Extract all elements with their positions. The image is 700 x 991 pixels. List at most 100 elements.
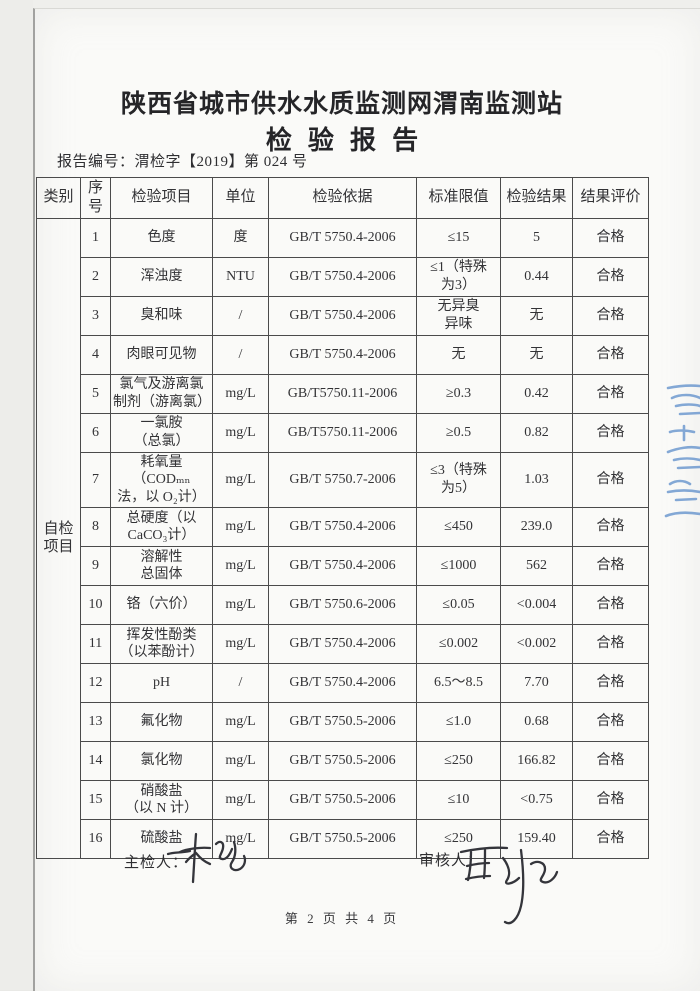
- item-cell: 挥发性酚类 （以苯酚计）: [110, 624, 213, 664]
- header-serial: 序 号: [80, 177, 111, 219]
- limit-cell: ≥0.3: [416, 373, 501, 414]
- result-cell: 562: [500, 546, 573, 586]
- unit-cell: 度: [212, 217, 269, 258]
- table-row: 14 氯化物 mg/L GB/T 5750.5-2006 ≤250 166.82…: [37, 741, 649, 781]
- result-cell: 166.82: [500, 741, 573, 781]
- category-cell: 自检 项目: [36, 217, 81, 859]
- result-cell: 0.42: [500, 373, 573, 414]
- table-row: 13 氟化物 mg/L GB/T 5750.5-2006 ≤1.0 0.68 合…: [37, 702, 649, 742]
- item-cell: 溶解性 总固体: [110, 546, 213, 586]
- result-cell: 0.68: [500, 702, 573, 742]
- evaluation-cell: 合格: [572, 256, 649, 297]
- limit-cell: ≤15: [416, 217, 501, 258]
- evaluation-cell: 合格: [572, 741, 649, 781]
- serial-cell: 8: [80, 507, 111, 547]
- result-cell: 239.0: [500, 507, 573, 547]
- result-cell: 5: [500, 217, 573, 258]
- report-subtitle: 检验报告: [265, 126, 435, 155]
- item-cell: pH: [110, 663, 213, 703]
- inspection-results-table: 类别 序 号 检验项目 单位 检验依据 标准限值 检验结果 结果评价 自检 项目…: [36, 177, 649, 859]
- table-row: 8 总硬度（以 CaCO₃计） mg/L GB/T 5750.4-2006 ≤4…: [37, 507, 649, 547]
- evaluation-cell: 合格: [572, 624, 649, 664]
- unit-cell: mg/L: [212, 741, 269, 781]
- limit-cell: ≤10: [416, 780, 501, 820]
- limit-cell: ≤0.002: [416, 624, 501, 664]
- table-row: 9 溶解性 总固体 mg/L GB/T 5750.4-2006 ≤1000 56…: [37, 546, 649, 586]
- result-cell: <0.004: [500, 585, 573, 625]
- basis-cell: GB/T 5750.4-2006: [268, 334, 417, 375]
- item-cell: 硝酸盐 （以 N 计）: [110, 780, 213, 820]
- basis-cell: GB/T 5750.6-2006: [268, 585, 417, 625]
- result-cell: <0.75: [500, 780, 573, 820]
- scanner-edge-shadow: [0, 0, 33, 990]
- evaluation-cell: 合格: [572, 819, 649, 859]
- serial-cell: 5: [80, 373, 111, 414]
- item-cell: 耗氧量（CODₘₙ 法，以 O₂计）: [110, 451, 213, 508]
- result-cell: 0.82: [500, 412, 573, 453]
- item-cell: 氯气及游离氯 制剂（游离氯）: [110, 373, 213, 414]
- limit-cell: ≤250: [416, 741, 501, 781]
- header-basis: 检验依据: [268, 177, 417, 219]
- serial-cell: 3: [80, 295, 111, 336]
- limit-cell: ≤250: [416, 819, 501, 859]
- inspector-signature: [160, 828, 260, 888]
- result-cell: 无: [500, 295, 573, 336]
- serial-cell: 2: [80, 256, 111, 297]
- header-evaluation: 结果评价: [572, 177, 649, 219]
- unit-cell: mg/L: [212, 507, 269, 547]
- item-cell: 肉眼可见物: [110, 334, 213, 375]
- serial-cell: 6: [80, 412, 111, 453]
- unit-cell: NTU: [212, 256, 269, 297]
- basis-cell: GB/T 5750.4-2006: [268, 624, 417, 664]
- basis-cell: GB/T 5750.5-2006: [268, 702, 417, 742]
- unit-cell: mg/L: [212, 702, 269, 742]
- basis-cell: GB/T 5750.5-2006: [268, 780, 417, 820]
- evaluation-cell: 合格: [572, 412, 649, 453]
- unit-cell: /: [212, 295, 269, 336]
- unit-cell: mg/L: [212, 819, 269, 859]
- unit-cell: /: [212, 663, 269, 703]
- item-cell: 总硬度（以 CaCO₃计）: [110, 507, 213, 547]
- basis-cell: GB/T 5750.4-2006: [268, 295, 417, 336]
- item-cell: 氟化物: [110, 702, 213, 742]
- result-cell: 7.70: [500, 663, 573, 703]
- basis-cell: GB/T 5750.4-2006: [268, 663, 417, 703]
- unit-cell: mg/L: [212, 451, 269, 508]
- evaluation-cell: 合格: [572, 295, 649, 336]
- serial-cell: 4: [80, 334, 111, 375]
- item-cell: 浑浊度: [110, 256, 213, 297]
- unit-cell: mg/L: [212, 412, 269, 453]
- serial-cell: 9: [80, 546, 111, 586]
- reviewer-label: 审核人：: [419, 853, 484, 869]
- evaluation-cell: 合格: [572, 585, 649, 625]
- evaluation-cell: 合格: [572, 546, 649, 586]
- item-cell: 一氯胺 （总氯）: [110, 412, 213, 453]
- table-row: 15 硝酸盐 （以 N 计） mg/L GB/T 5750.5-2006 ≤10…: [37, 780, 649, 820]
- serial-cell: 1: [80, 217, 111, 258]
- basis-cell: GB/T 5750.5-2006: [268, 741, 417, 781]
- result-cell: 0.44: [500, 256, 573, 297]
- serial-cell: 15: [80, 780, 111, 820]
- header-limit: 标准限值: [416, 177, 501, 219]
- limit-cell: 6.5～8.5: [416, 663, 501, 703]
- table-row: 11 挥发性酚类 （以苯酚计） mg/L GB/T 5750.4-2006 ≤0…: [37, 624, 649, 664]
- unit-cell: /: [212, 334, 269, 375]
- unit-cell: mg/L: [212, 585, 269, 625]
- serial-cell: 10: [80, 585, 111, 625]
- serial-cell: 11: [80, 624, 111, 664]
- limit-cell: ≤0.05: [416, 585, 501, 625]
- table-header-row: 类别 序 号 检验项目 单位 检验依据 标准限值 检验结果 结果评价: [36, 177, 649, 219]
- table-row: 7 耗氧量（CODₘₙ 法，以 O₂计） mg/L GB/T 5750.7-20…: [37, 451, 649, 508]
- basis-cell: GB/T 5750.5-2006: [268, 819, 417, 859]
- limit-cell: ≤1（特殊 为3）: [416, 256, 501, 297]
- header-item: 检验项目: [110, 177, 213, 219]
- evaluation-cell: 合格: [572, 702, 649, 742]
- report-number-label: 报告编号：: [57, 154, 135, 170]
- report-number-value: 渭检字【2019】第 024 号: [134, 154, 308, 170]
- serial-cell: 12: [80, 663, 111, 703]
- item-cell: 铬（六价）: [110, 585, 213, 625]
- limit-cell: ≤450: [416, 507, 501, 547]
- table-row: 3 臭和味 / GB/T 5750.4-2006 无异臭 异味 无 合格: [37, 295, 649, 336]
- item-cell: 色度: [110, 217, 213, 258]
- item-cell: 氯化物: [110, 741, 213, 781]
